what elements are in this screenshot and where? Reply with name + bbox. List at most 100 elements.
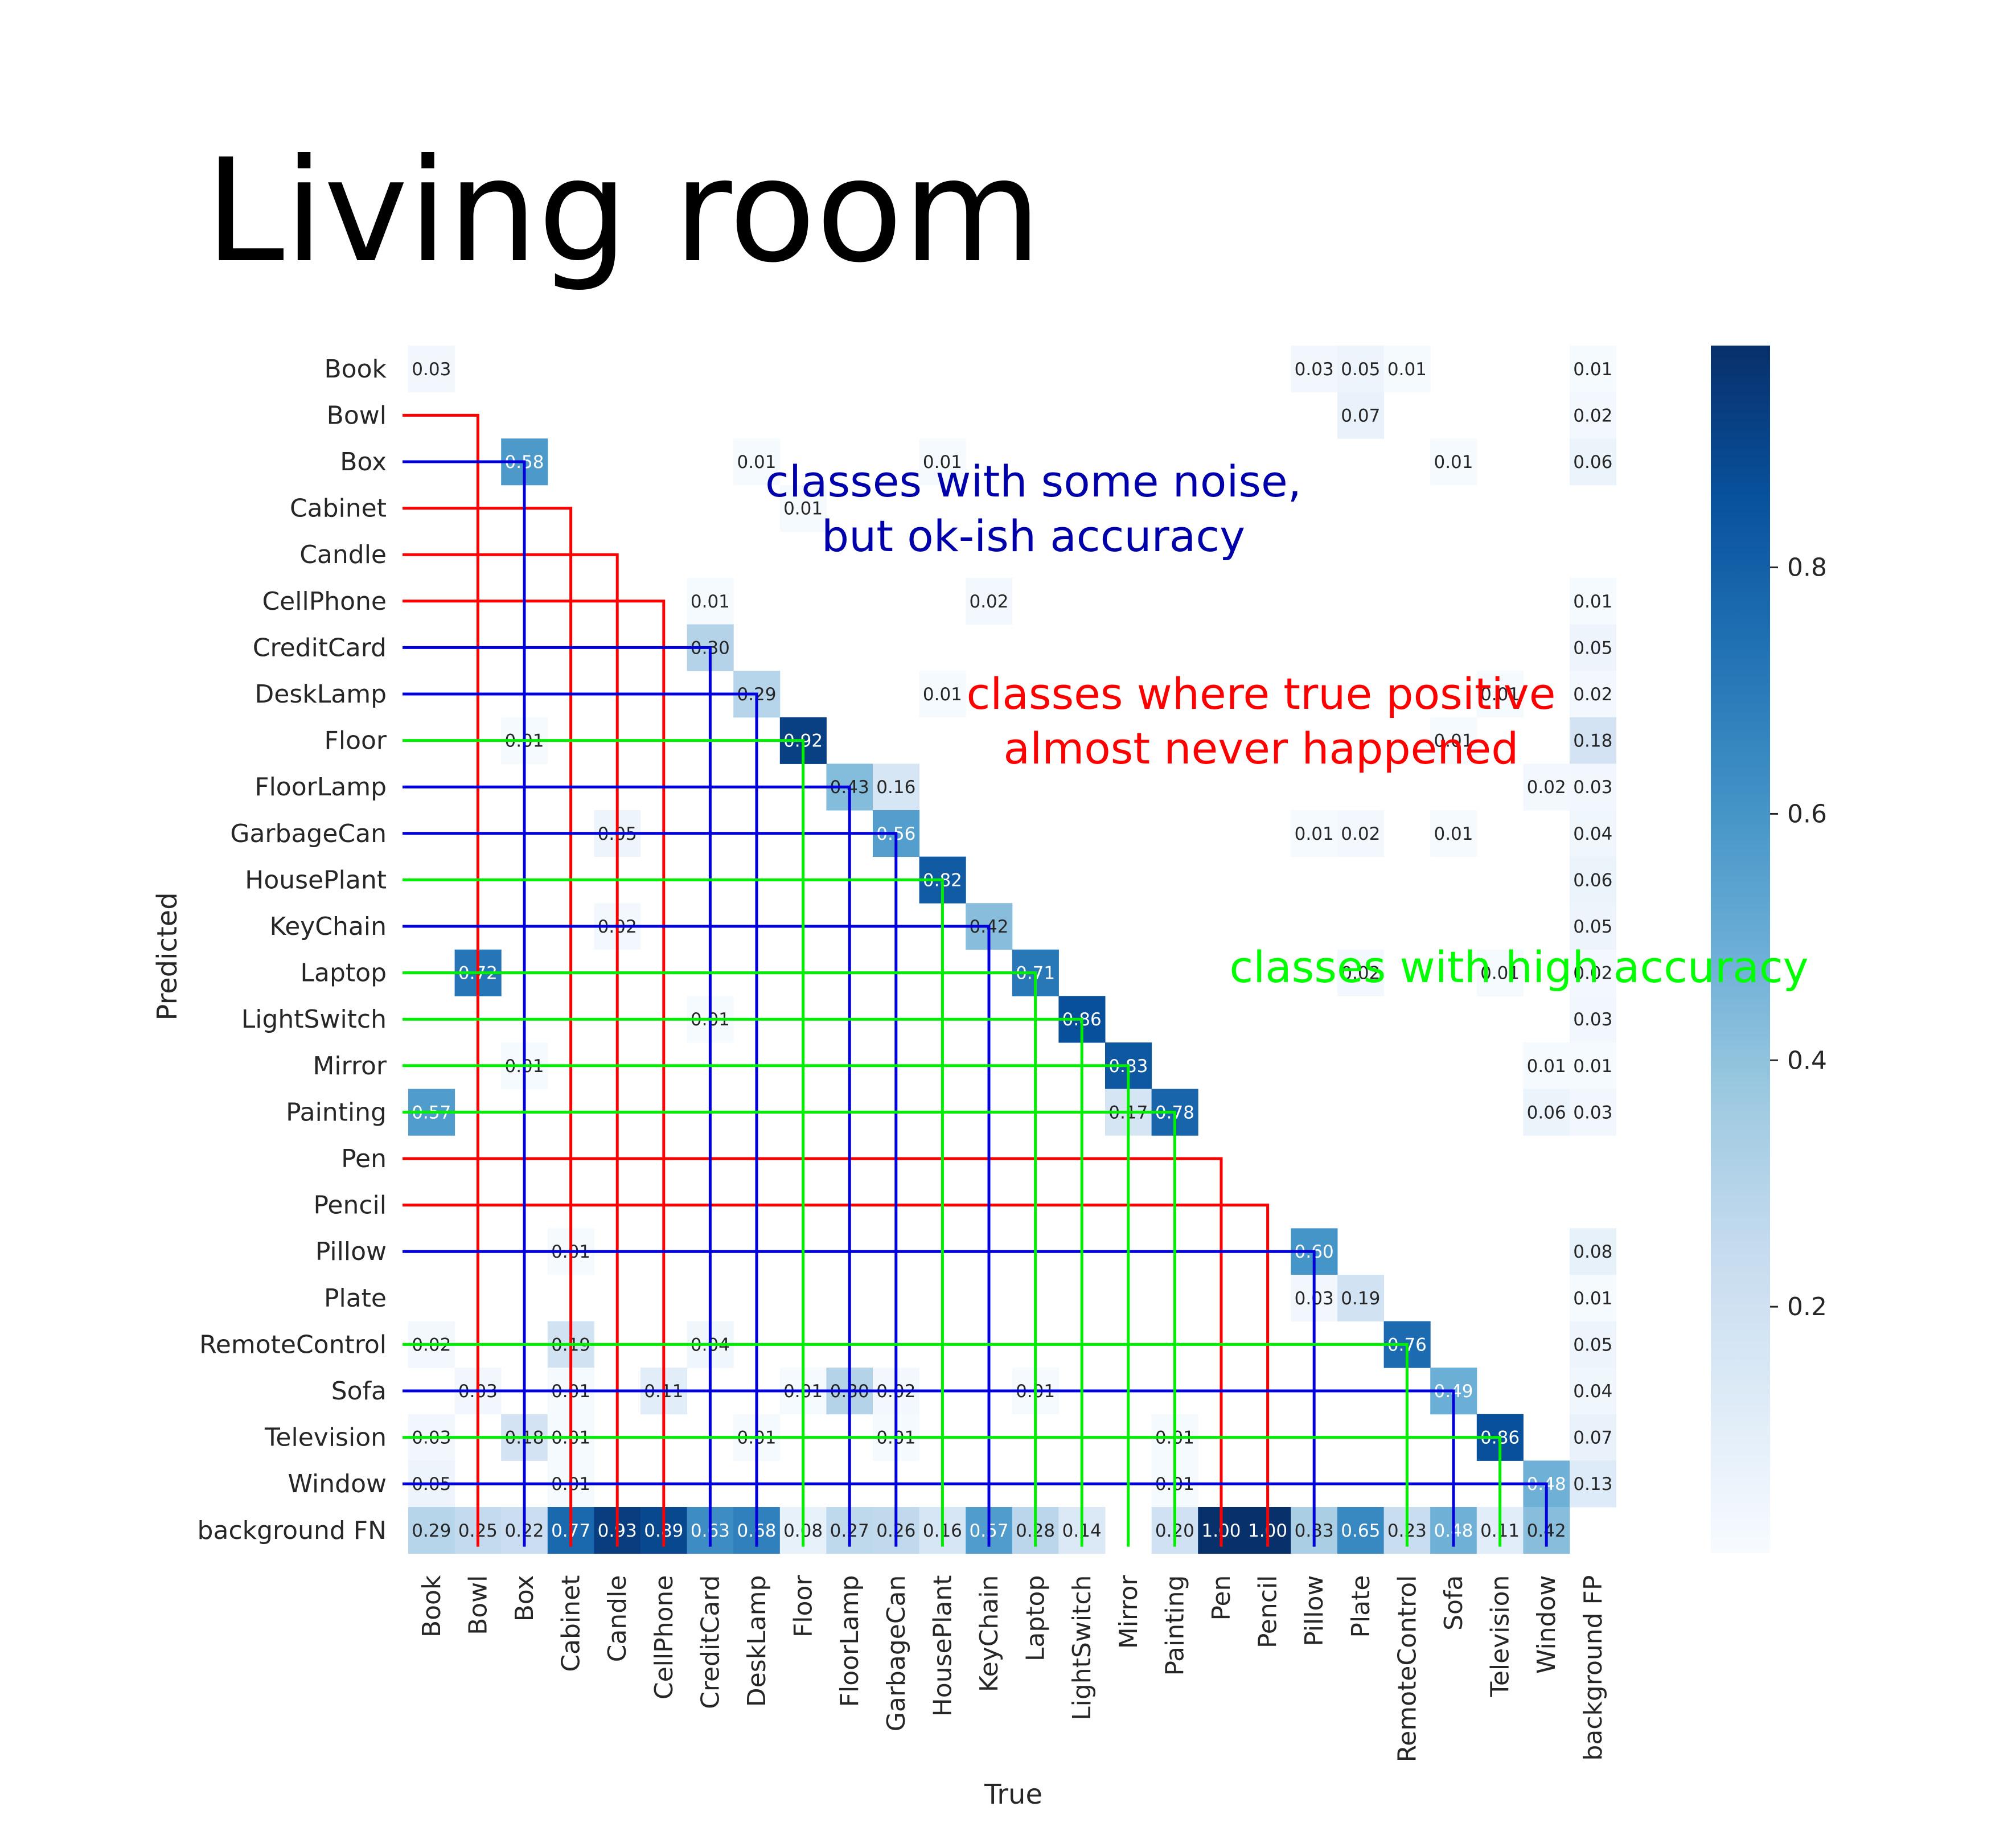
- page-title: Living room: [205, 128, 1042, 294]
- cell-value-label: 0.19: [1341, 1288, 1380, 1309]
- cell-value-label: 0.05: [1341, 359, 1380, 380]
- heatmap-cell: [687, 578, 734, 625]
- connector-line-laptop: [403, 971, 1037, 1547]
- cell-value-label: 0.04: [1573, 824, 1612, 844]
- x-tick-sofa: Sofa: [1439, 1575, 1468, 1631]
- connector-line-cellphone: [403, 600, 666, 1547]
- cell-value-label: 0.02: [1341, 824, 1380, 844]
- heatmap-cell: [1291, 810, 1338, 857]
- heatmap-cell: [919, 438, 966, 486]
- y-tick-creditcard: CreditCard: [253, 633, 387, 662]
- y-tick-plate: Plate: [324, 1284, 387, 1313]
- x-tick-television: Television: [1486, 1575, 1515, 1698]
- y-tick-keychain: KeyChain: [270, 912, 387, 941]
- colorbar-gradient: [1711, 346, 1770, 1553]
- y-tick-pillow: Pillow: [315, 1237, 387, 1266]
- cell-value-label: 0.02: [1573, 684, 1612, 705]
- heatmap-cell: [1430, 810, 1477, 857]
- x-tick-candle: Candle: [603, 1575, 632, 1662]
- x-tick-painting: Painting: [1160, 1575, 1189, 1676]
- connector-line-creditcard: [403, 646, 712, 1547]
- connector-line-sofa: [403, 1389, 1455, 1547]
- cell-value-label: 0.03: [1295, 359, 1334, 380]
- cell-value-label: 0.03: [1573, 1009, 1612, 1030]
- y-tick-floor: Floor: [325, 726, 387, 756]
- cell-value-label: 0.05: [1573, 917, 1612, 937]
- cell-value-label: 0.16: [876, 777, 915, 798]
- heatmap-cell: [1476, 949, 1524, 996]
- y-tick-garbagecan: GarbageCan: [230, 819, 387, 848]
- heatmap-cell: [966, 578, 1013, 625]
- connector-line-candle: [403, 553, 619, 1547]
- x-tick-background-fp: background FP: [1579, 1575, 1608, 1761]
- heatmap-cell: [1570, 856, 1617, 904]
- cell-value-label: 0.01: [691, 592, 730, 612]
- cell-value-label: 0.65: [1341, 1521, 1380, 1541]
- heatmap-cell: [1570, 903, 1617, 950]
- y-tick-bowl: Bowl: [327, 401, 387, 430]
- x-tick-cabinet: Cabinet: [557, 1575, 586, 1672]
- connector-line-lightswitch: [403, 1017, 1083, 1547]
- connector-line-pencil: [403, 1204, 1270, 1547]
- y-tick-lightswitch: LightSwitch: [241, 1005, 387, 1034]
- heatmap-cell: [1291, 346, 1338, 393]
- y-tick-desklamp: DeskLamp: [254, 680, 387, 709]
- x-tick-cellphone: CellPhone: [650, 1575, 679, 1700]
- annotation-green-line: classes with high accuracy: [1229, 942, 1808, 992]
- heatmap-cell: [1383, 346, 1431, 393]
- heatmap-cell: [1570, 671, 1617, 718]
- cell-value-label: 0.06: [1527, 1102, 1566, 1123]
- heatmap-cell: [1570, 624, 1617, 671]
- x-tick-laptop: Laptop: [1021, 1575, 1050, 1662]
- x-tick-mirror: Mirror: [1114, 1575, 1143, 1649]
- y-tick-box: Box: [340, 447, 387, 477]
- x-axis-label: True: [984, 1779, 1042, 1810]
- cell-value-labels: 0.03 0.03 0.05 0.01 0.010.07 0.020.58 0.01 0.01…: [412, 359, 1612, 1541]
- x-tick-bowl: Bowl: [463, 1575, 492, 1635]
- cell-value-label: 0.01: [923, 452, 962, 473]
- heatmap-cell: [1337, 1507, 1385, 1554]
- y-tick-background-fn: background FN: [198, 1516, 387, 1545]
- x-tick-window: Window: [1532, 1575, 1561, 1674]
- annotation-red-line: classes where true positive: [967, 668, 1556, 719]
- cell-value-label: 0.02: [1573, 405, 1612, 426]
- heatmap-cell: [1523, 763, 1570, 811]
- heatmap-cell: [1570, 578, 1617, 625]
- heatmap-cell: [1476, 671, 1524, 718]
- y-tick-houseplant: HousePlant: [245, 865, 387, 894]
- y-tick-cabinet: Cabinet: [290, 494, 387, 523]
- heatmap-cell: [1570, 717, 1617, 764]
- y-tick-book: Book: [324, 355, 387, 384]
- heatmap-cell: [1337, 1275, 1385, 1322]
- y-tick-floorlamp: FloorLamp: [254, 773, 387, 802]
- cell-value-label: 0.06: [1573, 452, 1612, 473]
- annotations: classes with some noise,but ok-ish accur…: [765, 456, 1809, 992]
- cell-value-label: 0.01: [923, 684, 962, 705]
- cell-value-label: 0.08: [1573, 1242, 1612, 1262]
- connector-line-floorlamp: [403, 785, 851, 1547]
- heatmap-cell: [1570, 1321, 1617, 1368]
- heatmap-cell: [1337, 810, 1385, 857]
- colorbar: 0.2 0.4 0.6 0.8: [1711, 346, 1827, 1553]
- x-tick-houseplant: HousePlant: [928, 1575, 957, 1717]
- cell-value-label: 0.05: [1573, 1335, 1612, 1355]
- cell-value-label: 0.01: [1573, 592, 1612, 612]
- connector-line-bowl: [403, 413, 479, 1547]
- x-tick-box: Box: [510, 1575, 539, 1622]
- cell-value-label: 0.07: [1573, 1428, 1612, 1448]
- heatmap-cell: [919, 671, 966, 718]
- x-tick-plate: Plate: [1346, 1575, 1376, 1638]
- cell-value-label: 0.01: [1573, 1056, 1612, 1077]
- cell-value-label: 0.01: [783, 499, 823, 519]
- heatmap-cell: [1430, 438, 1477, 486]
- cell-value-label: 0.07: [1341, 405, 1380, 426]
- heatmap-cell: [1523, 1042, 1570, 1090]
- y-tick-pencil: Pencil: [313, 1191, 387, 1220]
- heatmap-cell: [1523, 1089, 1570, 1136]
- connector-line-window: [403, 1482, 1548, 1547]
- cell-value-label: 0.03: [1573, 1102, 1612, 1123]
- connector-line-box: [403, 460, 526, 1547]
- y-tick-pen: Pen: [341, 1144, 387, 1173]
- y-tick-television: Television: [264, 1423, 387, 1452]
- cell-value-label: 0.01: [1387, 359, 1427, 380]
